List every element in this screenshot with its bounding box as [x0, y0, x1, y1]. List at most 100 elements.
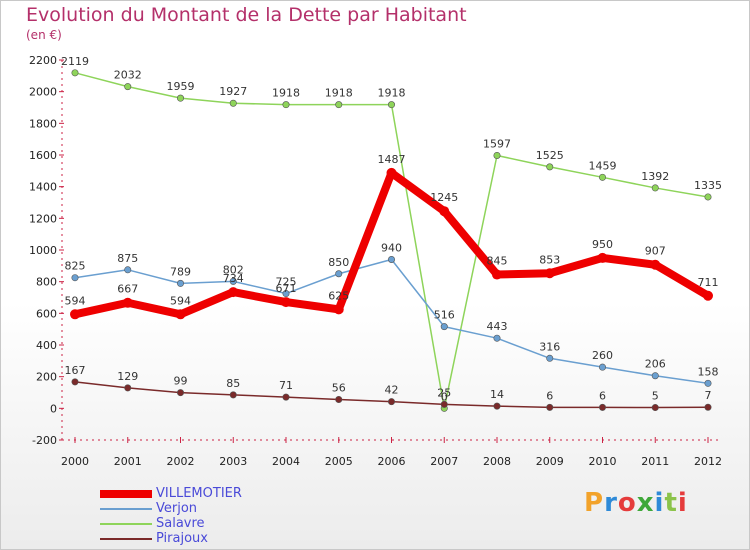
data-point-pirajoux — [440, 400, 448, 408]
legend-label: Verjon — [156, 501, 198, 516]
data-label-salavre: 1959 — [167, 80, 195, 93]
x-tick-label: 2004 — [272, 455, 300, 468]
unit-label: (en €) — [26, 28, 62, 42]
data-point-pirajoux — [493, 402, 501, 410]
brand-letter: x — [636, 488, 655, 518]
data-label-pirajoux: 6 — [546, 389, 553, 402]
axes — [59, 59, 719, 443]
data-label-verjon: 316 — [539, 340, 560, 353]
x-tick-label: 2011 — [641, 455, 669, 468]
data-point-villemotier — [544, 268, 555, 279]
data-label-pirajoux: 56 — [332, 381, 346, 394]
data-point-verjon — [282, 290, 290, 298]
y-tick-label: 200 — [36, 371, 57, 384]
data-point-villemotier — [703, 290, 713, 301]
data-label-salavre: 1335 — [694, 179, 722, 192]
data-points — [70, 69, 713, 412]
x-tick-label: 2001 — [114, 455, 142, 468]
data-label-villemotier: 594 — [65, 294, 86, 307]
data-label-salavre: 1459 — [589, 159, 617, 172]
data-label-pirajoux: 42 — [385, 384, 399, 397]
y-tick-label: 1400 — [29, 181, 57, 194]
data-point-salavre — [177, 94, 185, 102]
data-label-verjon: 443 — [487, 320, 508, 333]
brand-letter: t — [664, 488, 678, 518]
data-point-verjon — [493, 334, 501, 342]
data-label-salavre: 1597 — [483, 137, 511, 150]
data-point-villemotier — [650, 259, 661, 270]
data-label-villemotier: 594 — [170, 294, 191, 307]
data-label-pirajoux: 6 — [599, 389, 606, 402]
data-label-villemotier: 907 — [645, 245, 666, 258]
data-point-pirajoux — [229, 391, 237, 399]
data-label-villemotier: 950 — [592, 238, 613, 251]
y-tick-label: 0 — [50, 402, 57, 415]
data-point-villemotier — [333, 304, 344, 315]
data-label-salavre: 1918 — [272, 87, 300, 100]
x-tick-label: 2005 — [325, 455, 353, 468]
data-point-salavre — [124, 83, 132, 91]
legend-swatch — [100, 508, 152, 510]
data-label-verjon: 725 — [276, 276, 297, 289]
data-label-salavre: 1392 — [641, 170, 669, 183]
brand-letter: r — [604, 488, 618, 518]
data-label-verjon: 850 — [328, 256, 349, 269]
x-tick-label: 2003 — [219, 455, 247, 468]
data-point-villemotier — [175, 309, 186, 320]
data-label-verjon: 260 — [592, 349, 613, 362]
data-point-villemotier — [70, 309, 80, 320]
data-label-salavre: 2032 — [114, 69, 142, 82]
data-point-villemotier — [386, 167, 397, 178]
legend-label: Salavre — [156, 516, 205, 531]
data-point-verjon — [651, 372, 659, 380]
legend-swatch — [100, 523, 152, 525]
legend-swatch — [100, 490, 152, 498]
data-point-verjon — [124, 266, 132, 274]
data-point-villemotier — [439, 206, 450, 217]
x-tick-label: 2008 — [483, 455, 511, 468]
data-point-verjon — [598, 363, 606, 371]
data-label-villemotier: 845 — [487, 255, 508, 268]
data-point-verjon — [177, 279, 185, 287]
data-label-salavre: 1918 — [378, 87, 406, 100]
data-point-pirajoux — [598, 403, 606, 411]
data-label-verjon: 789 — [170, 265, 191, 278]
data-label-villemotier: 1245 — [430, 191, 458, 204]
data-label-salavre: 2119 — [61, 55, 89, 68]
data-point-pirajoux — [387, 398, 395, 406]
data-point-verjon — [387, 255, 395, 263]
data-label-salavre: 1525 — [536, 149, 564, 162]
legend-swatch — [100, 538, 152, 540]
x-tick-label: 2010 — [589, 455, 617, 468]
data-point-salavre — [229, 99, 237, 107]
x-tick-label: 2002 — [167, 455, 195, 468]
data-label-villemotier: 711 — [698, 276, 719, 289]
x-tick-label: 2012 — [694, 455, 722, 468]
y-tick-label: -200 — [32, 434, 57, 447]
data-label-pirajoux: 167 — [65, 364, 86, 377]
data-point-salavre — [493, 151, 501, 159]
brand-letter: P — [584, 488, 605, 518]
data-label-villemotier: 1487 — [378, 153, 406, 166]
data-label-salavre: 0 — [441, 390, 448, 403]
brand-letter: o — [617, 488, 637, 518]
data-point-salavre — [704, 193, 712, 201]
data-label-pirajoux: 99 — [174, 375, 188, 388]
x-tick-label: 2009 — [536, 455, 564, 468]
data-point-pirajoux — [704, 403, 712, 411]
data-label-verjon: 940 — [381, 242, 402, 255]
data-label-salavre: 1918 — [325, 87, 353, 100]
data-label-verjon: 802 — [223, 263, 244, 276]
data-point-salavre — [387, 101, 395, 109]
y-tick-label: 600 — [36, 307, 57, 320]
data-point-verjon — [229, 277, 237, 285]
legend-label: Pirajoux — [156, 531, 208, 546]
data-point-villemotier — [281, 297, 291, 308]
data-point-pirajoux — [124, 384, 132, 392]
x-tick-label: 2000 — [61, 455, 89, 468]
data-point-salavre — [71, 69, 79, 77]
data-point-pirajoux — [177, 389, 185, 397]
